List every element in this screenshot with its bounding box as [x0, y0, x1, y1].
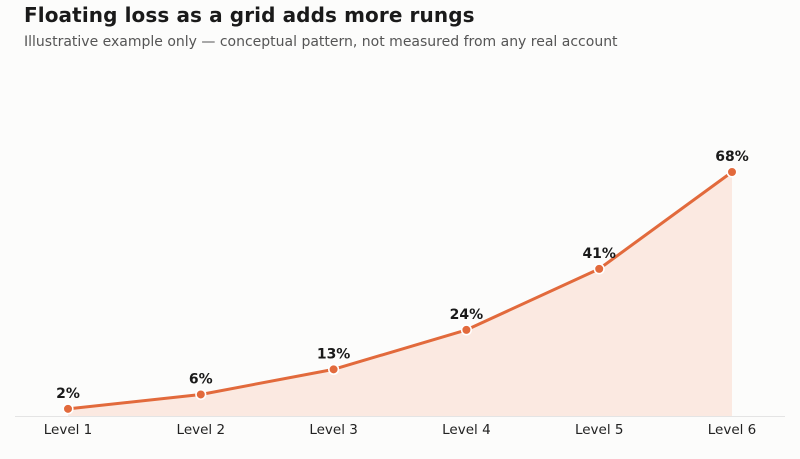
area-fill: [68, 172, 732, 416]
x-tick-label-4: Level 4: [442, 422, 491, 438]
series-line: [66, 170, 734, 411]
data-label-2: 6%: [189, 371, 213, 387]
data-label-5: 41%: [582, 246, 616, 262]
data-point-4: [460, 324, 473, 336]
data-label-3: 13%: [317, 346, 351, 362]
data-label-1: 2%: [56, 386, 80, 402]
data-point-3: [328, 363, 340, 375]
data-point-6: [726, 166, 738, 178]
data-label-4: 24%: [450, 307, 484, 323]
x-tick-label-3: Level 3: [309, 422, 358, 438]
data-point-1: [62, 403, 74, 415]
data-point-2: [195, 388, 207, 401]
chart-subtitle: Illustrative example only — conceptual p…: [24, 34, 618, 50]
chart-title: Floating loss as a grid adds more rungs: [24, 3, 475, 27]
data-label-6: 68%: [715, 149, 749, 165]
data-point-5: [593, 263, 605, 275]
x-tick-label-6: Level 6: [708, 422, 757, 438]
x-tick-label-5: Level 5: [575, 422, 624, 438]
x-tick-label-1: Level 1: [44, 422, 93, 438]
x-tick-label-2: Level 2: [177, 422, 226, 438]
